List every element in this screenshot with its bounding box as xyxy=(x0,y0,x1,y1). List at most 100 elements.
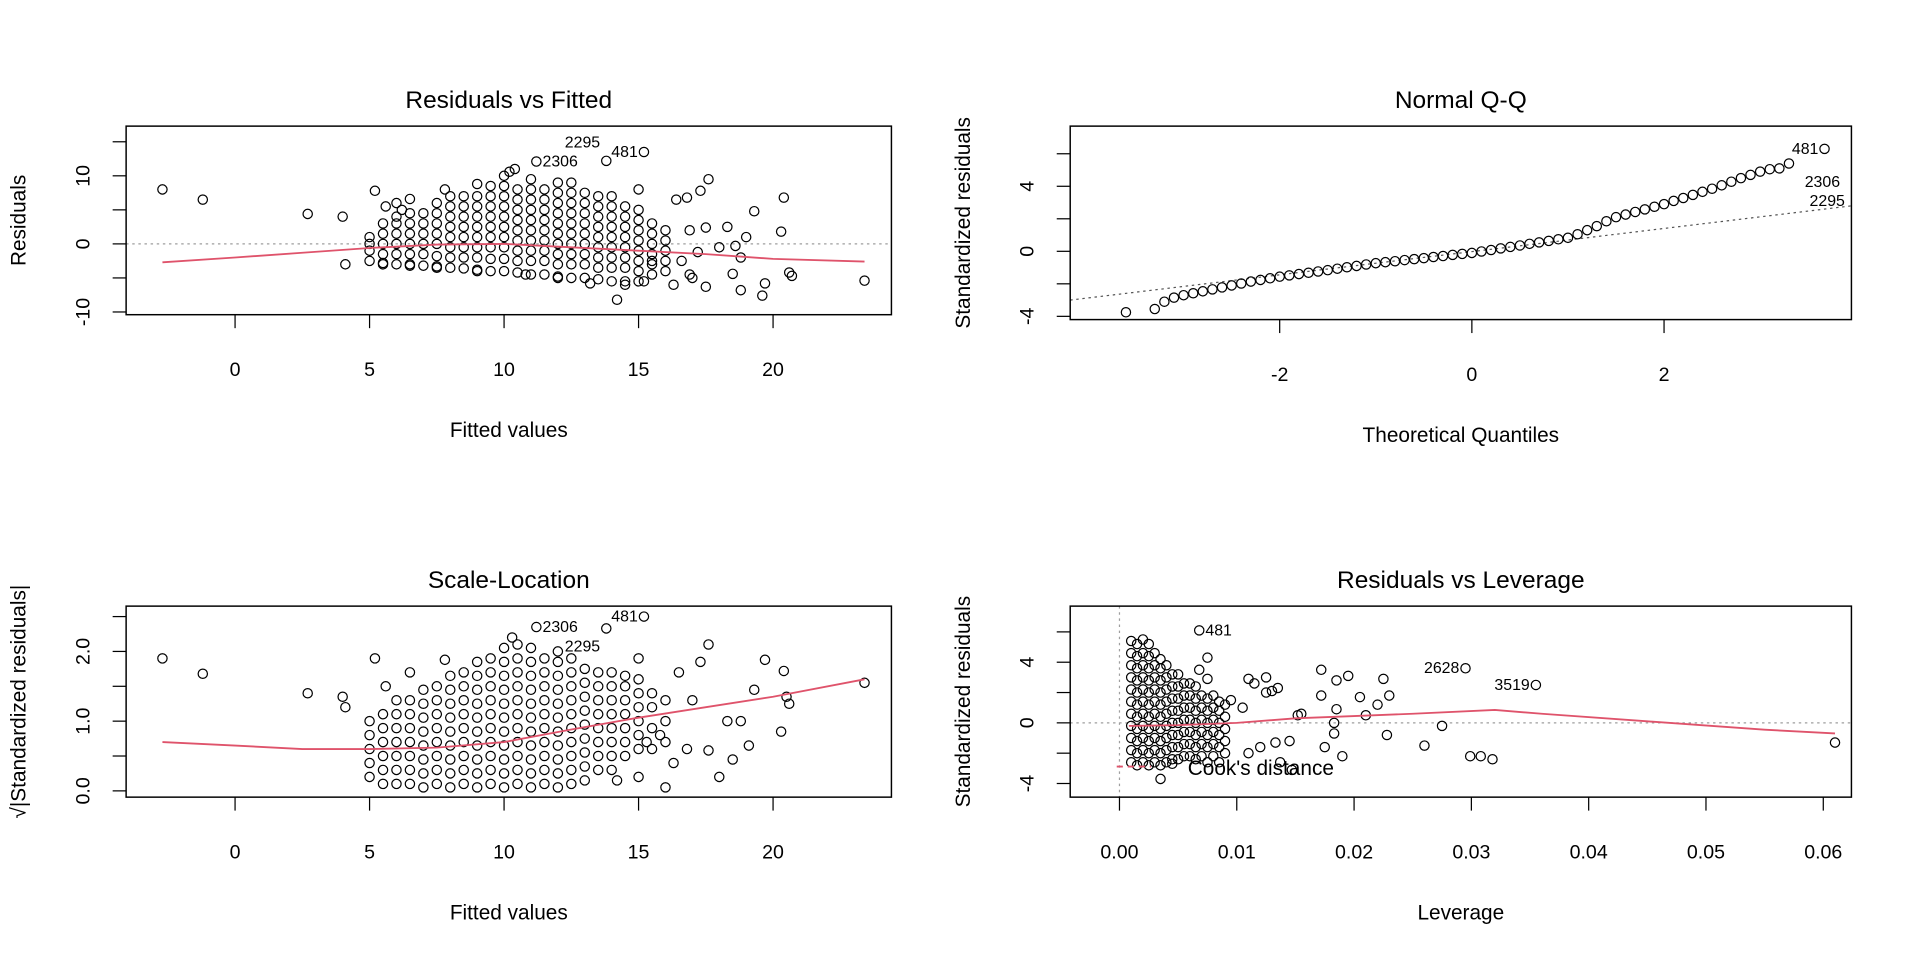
data-point xyxy=(396,204,408,216)
data-point xyxy=(1143,735,1155,747)
data-point xyxy=(676,255,687,267)
data-point xyxy=(1196,726,1207,738)
data-point xyxy=(668,757,679,769)
data-point xyxy=(579,197,591,209)
data-point xyxy=(404,260,416,271)
data-point xyxy=(512,653,523,664)
data-point xyxy=(1125,635,1137,647)
data-point xyxy=(391,218,402,229)
data-point xyxy=(1178,738,1190,750)
data-point xyxy=(1143,675,1155,686)
x-tick-label: 0 xyxy=(230,359,241,381)
data-point xyxy=(485,653,496,664)
data-point xyxy=(1166,681,1178,692)
y-tick-label: 4 xyxy=(1016,657,1038,668)
data-point xyxy=(646,269,658,280)
x-tick-label: 0.05 xyxy=(1687,841,1725,863)
qq-reference-line xyxy=(1070,205,1852,301)
data-point xyxy=(431,228,443,239)
data-point xyxy=(1202,652,1213,663)
data-point xyxy=(512,245,523,256)
data-point xyxy=(552,740,564,751)
x-tick-label: 0.00 xyxy=(1100,841,1138,863)
data-point xyxy=(1208,750,1219,762)
data-point xyxy=(1272,682,1284,694)
data-point xyxy=(552,782,564,793)
data-point xyxy=(592,764,604,776)
data-point xyxy=(1213,757,1225,768)
data-point xyxy=(1514,240,1526,251)
data-point xyxy=(1131,747,1143,759)
data-point xyxy=(1166,758,1178,770)
point-label: 2295 xyxy=(1810,193,1846,210)
data-point xyxy=(1378,673,1389,685)
data-point xyxy=(714,242,725,253)
data-point xyxy=(730,240,741,252)
data-point xyxy=(525,642,537,654)
data-point xyxy=(566,750,577,762)
data-point xyxy=(1166,669,1178,680)
y-tick-label: 0 xyxy=(1016,246,1038,257)
data-point xyxy=(458,681,469,692)
data-point xyxy=(512,778,523,790)
data-point xyxy=(1649,201,1660,213)
data-point xyxy=(1303,267,1314,279)
data-point xyxy=(1716,180,1727,191)
data-point xyxy=(566,667,577,678)
x-tick-label: 0.02 xyxy=(1335,841,1373,863)
data-point xyxy=(619,231,631,243)
data-point xyxy=(606,750,617,762)
data-point xyxy=(498,211,510,222)
data-point xyxy=(619,276,631,287)
data-point xyxy=(735,715,747,727)
data-point xyxy=(418,218,429,229)
data-point xyxy=(1207,284,1218,295)
data-point xyxy=(506,632,518,643)
data-point xyxy=(458,252,469,263)
point-label: 481 xyxy=(1792,141,1819,158)
data-point xyxy=(157,653,168,664)
data-point xyxy=(619,670,631,682)
data-point xyxy=(498,242,510,253)
data-point xyxy=(641,736,652,748)
data-point xyxy=(377,722,389,734)
data-point xyxy=(714,771,725,783)
data-point xyxy=(1172,717,1184,729)
x-tick-label: 20 xyxy=(762,359,784,381)
data-point xyxy=(633,674,644,685)
data-point xyxy=(1219,723,1231,735)
data-point xyxy=(1213,729,1225,741)
data-point xyxy=(633,715,644,727)
data-point xyxy=(525,173,537,185)
data-point xyxy=(525,184,537,195)
data-point xyxy=(552,218,564,229)
data-point xyxy=(1137,696,1149,707)
data-point xyxy=(1172,669,1184,680)
data-point xyxy=(471,252,483,263)
data-point xyxy=(579,691,591,703)
data-point xyxy=(1190,729,1201,741)
data-point xyxy=(364,715,375,727)
data-point xyxy=(1137,672,1149,683)
data-point xyxy=(445,221,456,233)
data-point xyxy=(1143,663,1155,674)
data-point xyxy=(1155,747,1166,759)
data-point xyxy=(485,694,496,706)
data-point xyxy=(552,684,564,696)
data-point xyxy=(525,194,537,205)
y-tick-label: 1.0 xyxy=(72,707,94,734)
data-point xyxy=(606,221,617,233)
data-point xyxy=(633,235,644,246)
data-point xyxy=(681,743,693,755)
data-point xyxy=(539,204,550,216)
data-point xyxy=(633,729,644,741)
data-point xyxy=(1172,729,1184,741)
data-point xyxy=(727,268,738,280)
data-point xyxy=(380,681,391,692)
point-label: 3519 xyxy=(1494,677,1530,694)
data-point xyxy=(1658,198,1670,210)
data-point xyxy=(1337,750,1348,762)
data-point xyxy=(1219,747,1231,759)
data-point xyxy=(700,281,712,293)
data-point xyxy=(611,294,623,305)
